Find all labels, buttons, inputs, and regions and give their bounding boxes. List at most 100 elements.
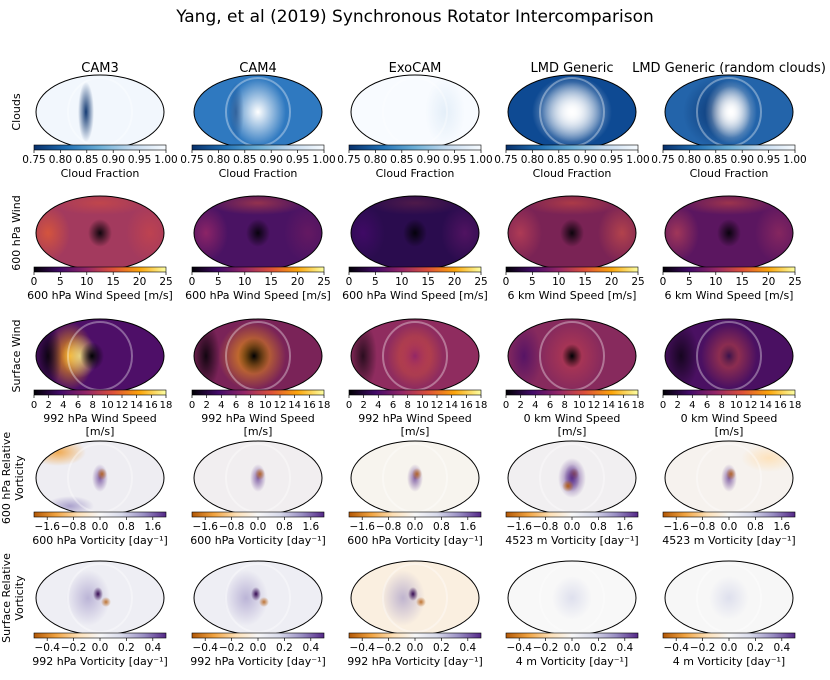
colorbar-tick-label: 16 [617, 400, 630, 411]
colorbar-tick-label: 0.0 [92, 521, 109, 533]
colorbar-label: 992 hPa Wind Speed [43, 412, 156, 425]
colorbar-tick-label: 12 [274, 400, 287, 411]
colorbar-label: 4 m Vorticity [day⁻¹] [673, 655, 785, 668]
colorbar-tick-label: 14 [130, 400, 143, 411]
colorbar-tick-label: 1.6 [773, 521, 790, 533]
map-field [508, 75, 636, 149]
colorbar [191, 511, 325, 518]
row-label: 600 hPa Wind [10, 195, 23, 271]
colorbar-tick-label: 15 [265, 276, 278, 288]
colorbar-tick-label: 1.00 [626, 154, 649, 166]
colorbar-label: 4523 m Vorticity [day⁻¹] [505, 534, 638, 547]
field-feature [80, 342, 104, 370]
colorbar [348, 144, 482, 151]
field-feature [416, 597, 426, 607]
colorbar-label: 4523 m Vorticity [day⁻¹] [662, 534, 795, 547]
colorbar-label: Cloud Fraction [690, 167, 769, 180]
map-field [194, 561, 322, 635]
map-field [351, 75, 479, 149]
colorbar-tick-label: 10 [552, 276, 565, 288]
colorbar-tick-label: 16 [460, 400, 473, 411]
field-feature [126, 203, 164, 263]
colorbar-tick-label: −0.4 [192, 642, 218, 654]
colorbar-tick-label: 18 [318, 400, 331, 411]
field-feature [238, 338, 270, 374]
field-feature [36, 322, 62, 390]
field-feature [88, 219, 112, 247]
map-field [351, 196, 479, 270]
colorbar-tick-label: 4 [218, 400, 224, 411]
map-panel: 0 5 10 15 20 256 km Wind Speed [m/s] [660, 195, 802, 302]
colorbar-tick-label: 1.00 [312, 154, 335, 166]
colorbar-tick-label: 0.4 [616, 642, 633, 654]
colorbar-tick-label: 4 [375, 400, 381, 411]
colorbar-tick-label: 1.00 [469, 154, 492, 166]
colorbar-tick-label: 0 [189, 400, 195, 411]
colorbar-tick-label: 0 [503, 400, 509, 411]
colorbar [348, 266, 482, 273]
colorbar [662, 144, 796, 151]
field-feature [66, 570, 110, 626]
colorbar-tick-label: 0.80 [364, 154, 387, 166]
colorbar-tick-label: 14 [602, 400, 615, 411]
colorbar-tick-label: 0.95 [757, 154, 780, 166]
colorbar-tick-label: 6 [75, 400, 81, 411]
colorbar-tick-label: 15 [422, 276, 435, 288]
colorbar-label: 992 hPa Vorticity [day⁻¹] [190, 655, 326, 668]
colorbar-tick-label: 10 [709, 276, 722, 288]
colorbar-tick-label: 4 [532, 400, 538, 411]
colorbar-tick-label: 15 [736, 276, 749, 288]
field-feature [508, 205, 542, 261]
colorbar-tick-label: 0.8 [118, 521, 135, 533]
colorbar [191, 144, 325, 151]
colorbar-tick-label: 14 [445, 400, 458, 411]
colorbar-tick-label: 5 [215, 276, 222, 288]
colorbar-tick-label: 5 [529, 276, 536, 288]
field-feature [665, 205, 699, 261]
map-panel: 0.75 0.80 0.85 0.90 0.95 1.00 Cloud Fraction [337, 74, 493, 180]
colorbar-tick-label: 0.2 [590, 642, 607, 654]
field-feature [558, 458, 586, 498]
colorbar-tick-label: 0.95 [286, 154, 309, 166]
map-field [665, 75, 793, 149]
colorbar [33, 389, 167, 396]
colorbar-tick-label: −1.6 [192, 521, 218, 533]
field-feature [194, 322, 220, 390]
field-feature [562, 480, 574, 492]
field-feature [741, 444, 793, 472]
map-field [36, 561, 164, 635]
colorbar-label: 600 hPa Vorticity [day⁻¹] [190, 534, 326, 547]
colorbar-tick-label: −0.2 [61, 642, 87, 654]
colorbar-tick-label: 0.0 [407, 521, 424, 533]
field-feature [726, 468, 736, 480]
colorbar [662, 389, 796, 396]
colorbar-label: 600 hPa Wind Speed [m/s] [27, 289, 173, 302]
map-field [665, 441, 793, 515]
colorbar [505, 632, 639, 639]
colorbar-tick-label: 0.85 [75, 154, 98, 166]
field-feature [259, 597, 269, 607]
colorbar-label: Cloud Fraction [61, 167, 140, 180]
map-panel: 0.75 0.80 0.85 0.90 0.95 1.00 Cloud Fraction [651, 74, 807, 180]
column-titles: CAM3 CAM4 ExoCAM LMD Generic LMD Generic (ra… [81, 61, 826, 76]
colorbar-tick-label: 0.0 [564, 642, 581, 654]
field-feature [709, 576, 749, 620]
colorbar-tick-label: 18 [789, 400, 802, 411]
colorbar-tick-label: 0.0 [564, 521, 581, 533]
field-background [36, 75, 164, 149]
colorbar-tick-label: 8 [561, 400, 567, 411]
colorbar-tick-label: 2 [517, 400, 523, 411]
colorbar-tick-label: 10 [259, 400, 272, 411]
colorbar-tick-label: 4 [689, 400, 695, 411]
panel-row: Surface RelativeVorticity−0.4 −0.2 0.0 0.2 0… [0, 553, 796, 668]
map-field [36, 319, 164, 393]
colorbar-tick-label: 0 [346, 276, 353, 288]
colorbar [348, 389, 482, 396]
colorbar-tick-label: 0.85 [704, 154, 727, 166]
